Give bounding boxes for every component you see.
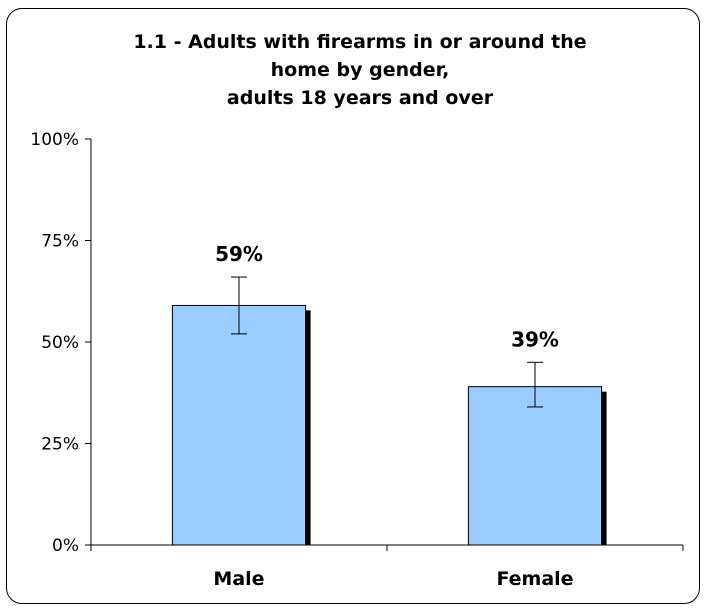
data-label: 39% [511, 327, 559, 351]
category-label: Female [496, 568, 573, 590]
data-labels: 59% 39% [215, 242, 559, 351]
y-tick-label: 75% [41, 232, 79, 252]
y-axis: 0% 25% 50% 75% 100% [30, 130, 92, 556]
chart-title: 1.1 - Adults with firearms in or around … [133, 31, 586, 109]
error-bar [527, 361, 543, 408]
category-labels: Male Female [213, 568, 573, 590]
y-tick-label: 25% [41, 435, 79, 455]
chart-title-line-3: adults 18 years and over [227, 87, 494, 109]
bars [171, 304, 607, 546]
y-tick-label: 0% [52, 536, 79, 556]
error-bar [231, 276, 247, 335]
y-tick-label: 50% [41, 333, 79, 353]
category-label: Male [213, 568, 264, 590]
x-axis [90, 544, 684, 551]
y-tick-label: 100% [30, 130, 79, 150]
chart-title-line-1: 1.1 - Adults with firearms in or around … [133, 31, 586, 53]
error-bars [231, 276, 543, 408]
chart-frame [6, 8, 700, 604]
data-label: 59% [215, 242, 263, 266]
chart-title-line-2: home by gender, [271, 59, 450, 81]
bar-female [467, 386, 603, 546]
bar-male [171, 304, 307, 546]
